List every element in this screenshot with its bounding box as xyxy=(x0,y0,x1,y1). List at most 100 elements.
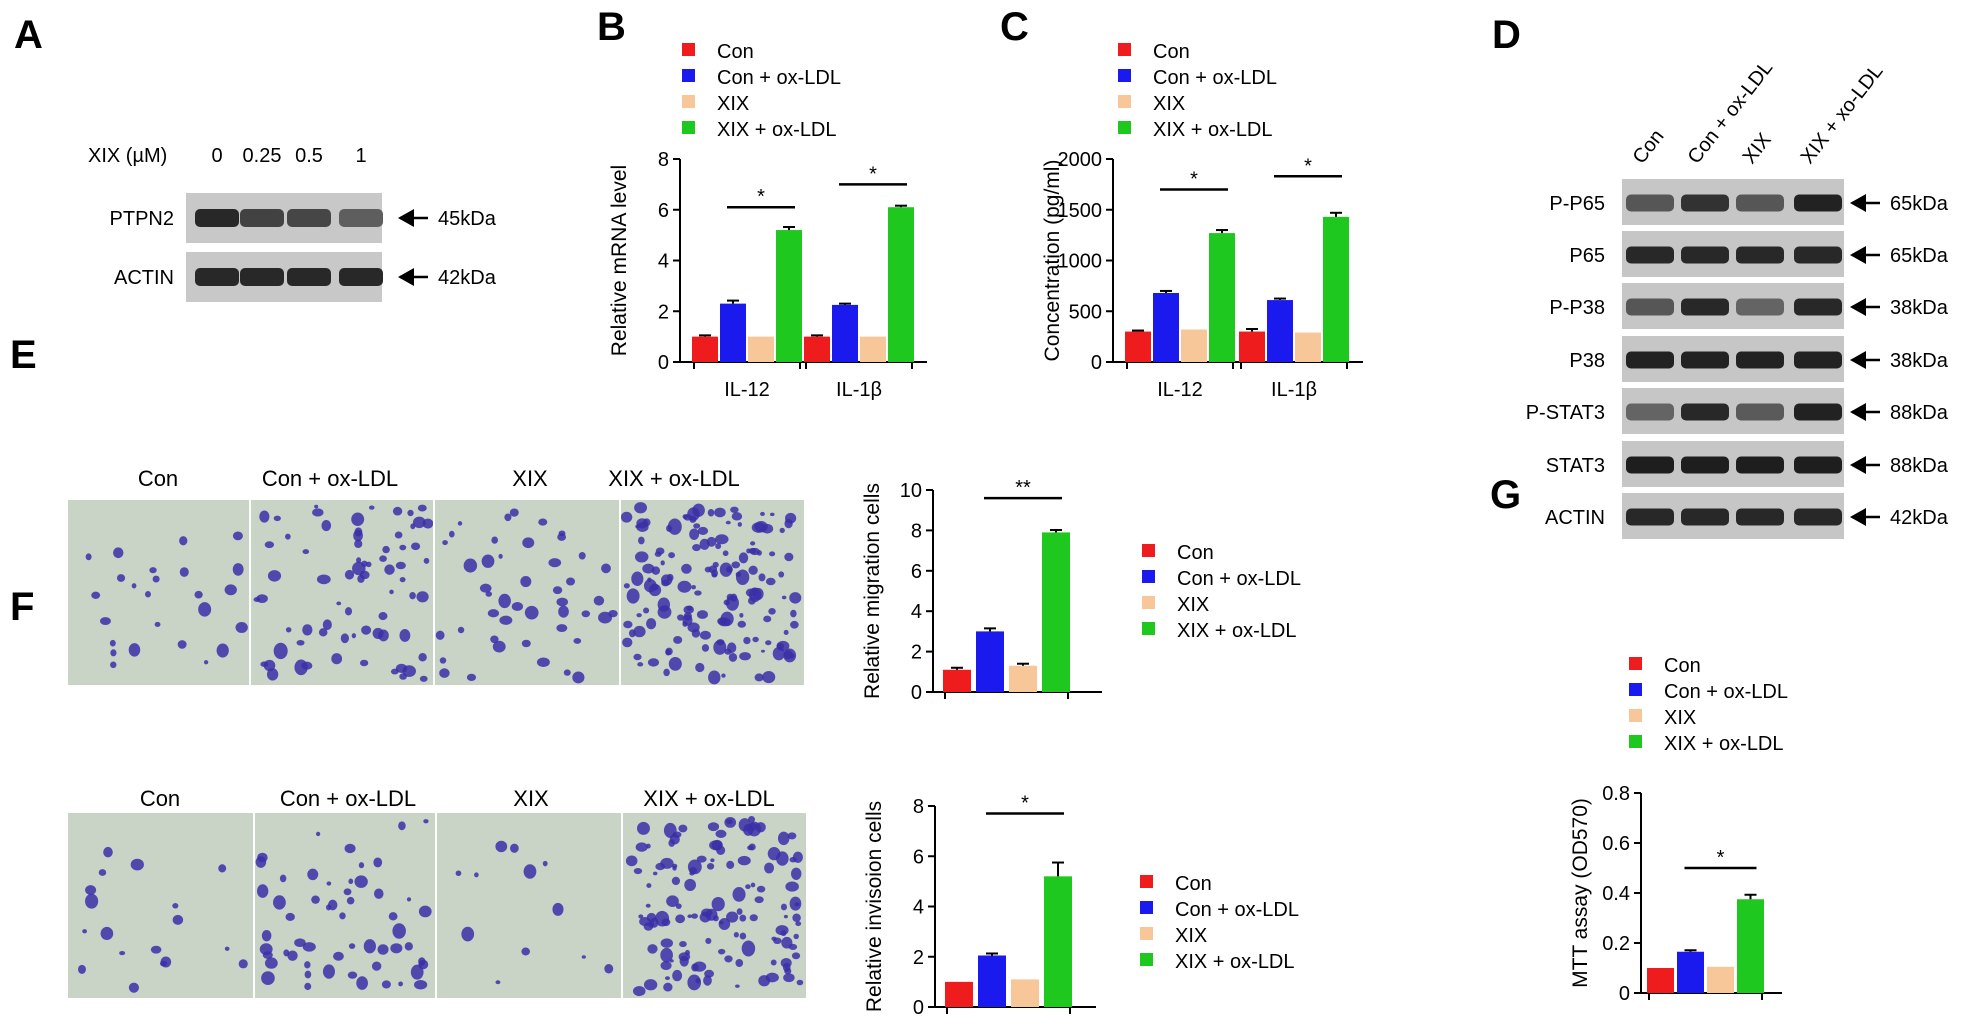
bar xyxy=(1707,966,1734,993)
legend-label: XIX xyxy=(717,93,749,115)
cell-dot xyxy=(748,547,757,554)
cell-dot xyxy=(492,640,506,653)
x-category-label: IL-1β xyxy=(1271,379,1317,401)
y-tick-label: 6 xyxy=(913,846,924,868)
arrow-icon xyxy=(1850,246,1866,264)
cell-dot xyxy=(498,553,503,559)
cell-dot xyxy=(179,567,189,577)
significance-marker: * xyxy=(1717,847,1725,869)
dose-label: 0.5 xyxy=(295,145,323,167)
chart-B: 0 2 4 6 8 Relative mRNA level IL-12 IL-1β * * xyxy=(608,149,927,401)
cell-dot xyxy=(411,542,421,551)
cell-dot xyxy=(359,659,369,667)
cell-dot xyxy=(752,636,759,643)
cell-dot xyxy=(406,897,412,902)
blot-band xyxy=(1794,194,1842,212)
cell-dot xyxy=(556,597,569,607)
cell-dot xyxy=(439,668,450,678)
cell-dot xyxy=(620,511,633,523)
cell-dot xyxy=(149,567,157,574)
cell-dot xyxy=(435,630,445,640)
cell-dot xyxy=(731,561,741,569)
legend-label: XIX xyxy=(1664,707,1696,729)
legend-label: Con xyxy=(1175,873,1212,895)
cell-dot xyxy=(224,946,230,951)
cell-dot xyxy=(381,980,391,989)
cell-dot xyxy=(466,673,477,682)
cell-dot xyxy=(399,576,406,583)
cell-dot xyxy=(307,868,319,881)
significance-marker: * xyxy=(1304,155,1312,177)
bar xyxy=(1647,968,1674,993)
cell-dot xyxy=(724,816,737,828)
cell-dot xyxy=(336,601,342,606)
cell-dot xyxy=(418,652,427,662)
cell-dot xyxy=(737,855,751,866)
cell-dot xyxy=(694,590,702,596)
cell-dot xyxy=(667,518,682,535)
bar xyxy=(945,981,973,1007)
micrograph-label: Con xyxy=(138,466,178,491)
y-tick-label: 0 xyxy=(911,682,922,704)
cell-dot xyxy=(601,563,611,574)
cell-dot xyxy=(235,622,248,633)
cell-dot xyxy=(382,545,390,554)
cell-dot xyxy=(636,613,642,618)
legend-label: XIX + ox-LDL xyxy=(1177,620,1297,642)
cell-dot xyxy=(361,625,372,635)
cell-dot xyxy=(100,926,114,941)
blot-size-label: 38kDa xyxy=(1890,297,1949,319)
cell-dot xyxy=(346,896,355,905)
cell-dot xyxy=(739,914,747,922)
cell-dot xyxy=(402,665,416,677)
cell-dot xyxy=(302,942,316,952)
legend-label: XIX + ox-LDL xyxy=(1153,119,1273,141)
cell-dot xyxy=(638,536,645,545)
cell-dot xyxy=(340,633,350,644)
blot-row-label: ACTIN xyxy=(114,267,174,289)
cell-dot xyxy=(687,974,702,991)
cell-dot xyxy=(726,911,739,923)
y-axis-label: Relative migration cells xyxy=(861,483,884,699)
panel-a-blot: XIX (µM) 0 0.25 0.5 1 PTPN2 45kDa ACTIN 42kDa xyxy=(88,145,497,302)
blot-band xyxy=(1626,403,1674,421)
cell-dot xyxy=(356,557,362,564)
cell-dot xyxy=(524,605,539,620)
dose-label: 0 xyxy=(211,145,222,167)
y-tick-label: 2000 xyxy=(1058,149,1103,171)
cell-dot xyxy=(511,602,524,611)
blot-size-label: 65kDa xyxy=(1890,245,1949,267)
cell-dot xyxy=(660,938,673,948)
cell-dot xyxy=(682,514,688,520)
cell-dot xyxy=(285,912,295,921)
cell-dot xyxy=(388,912,398,921)
cell-dot xyxy=(439,657,447,664)
dose-header: XIX (µM) xyxy=(88,145,167,167)
cell-dot xyxy=(128,982,139,993)
cell-dot xyxy=(689,867,698,875)
cell-dot xyxy=(764,862,775,874)
cell-dot xyxy=(738,818,751,832)
cell-dot xyxy=(668,552,676,559)
cell-dot xyxy=(461,926,475,942)
y-tick-label: 2 xyxy=(911,642,922,664)
blot-band xyxy=(1681,403,1729,421)
y-tick-label: 2 xyxy=(658,301,669,323)
cell-dot xyxy=(671,876,681,886)
bar xyxy=(1125,331,1151,362)
cell-dot xyxy=(279,874,287,883)
cell-dot xyxy=(763,615,772,623)
cell-dot xyxy=(637,662,644,667)
y-tick-label: 0 xyxy=(658,352,669,374)
cell-dot xyxy=(715,543,722,550)
blot-band xyxy=(287,209,331,227)
cell-dot xyxy=(85,885,97,895)
cell-dot xyxy=(542,860,548,867)
cell-dot xyxy=(399,629,411,642)
cell-dot xyxy=(418,959,429,970)
cell-dot xyxy=(479,583,492,593)
cell-dot xyxy=(737,522,742,527)
legend-label: Con xyxy=(717,41,754,63)
cell-dot xyxy=(312,508,324,517)
cell-dot xyxy=(687,914,693,919)
